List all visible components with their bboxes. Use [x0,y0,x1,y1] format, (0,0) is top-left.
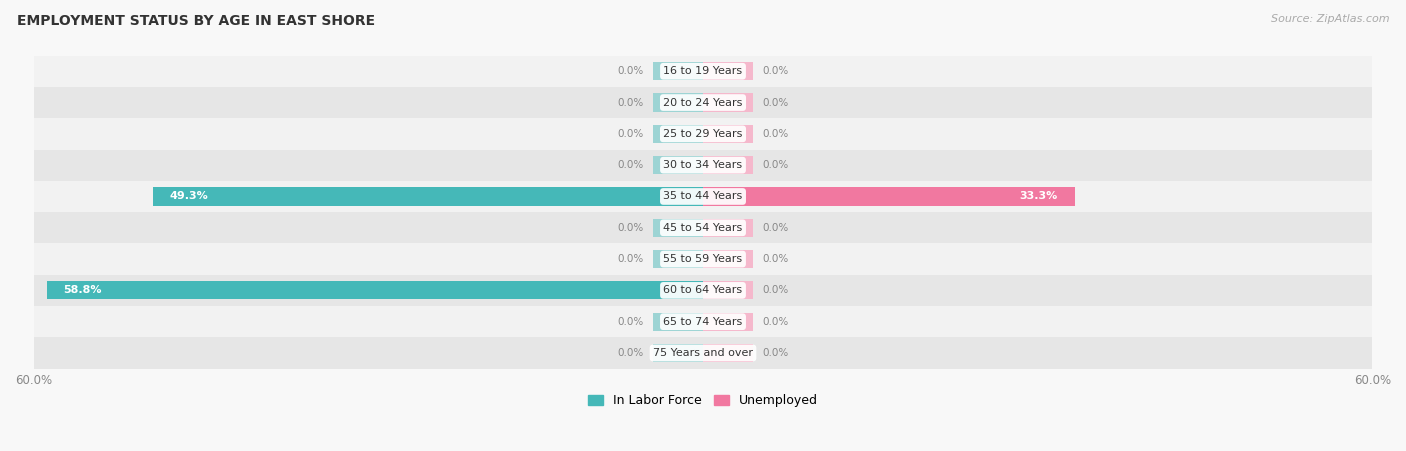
Bar [34,244,1372,275]
Text: 0.0%: 0.0% [617,254,644,264]
Text: 75 Years and over: 75 Years and over [652,348,754,358]
Bar [703,281,754,299]
Text: 0.0%: 0.0% [762,254,789,264]
Bar [153,187,703,206]
Text: EMPLOYMENT STATUS BY AGE IN EAST SHORE: EMPLOYMENT STATUS BY AGE IN EAST SHORE [17,14,375,28]
Text: 0.0%: 0.0% [762,348,789,358]
Text: 0.0%: 0.0% [762,160,789,170]
Bar [34,87,1372,118]
Bar [652,125,703,143]
Bar [703,219,754,237]
Bar [34,337,1372,368]
Text: 60 to 64 Years: 60 to 64 Years [664,285,742,295]
Text: 0.0%: 0.0% [762,129,789,139]
Text: 0.0%: 0.0% [762,66,789,76]
Bar [652,93,703,112]
Text: 0.0%: 0.0% [617,348,644,358]
Text: 0.0%: 0.0% [762,317,789,327]
Bar [703,62,754,80]
Bar [34,118,1372,150]
Text: 30 to 34 Years: 30 to 34 Years [664,160,742,170]
Text: 65 to 74 Years: 65 to 74 Years [664,317,742,327]
Bar [34,181,1372,212]
Text: 45 to 54 Years: 45 to 54 Years [664,223,742,233]
Text: 0.0%: 0.0% [762,97,789,107]
Bar [652,250,703,268]
Text: 0.0%: 0.0% [617,223,644,233]
Text: 0.0%: 0.0% [762,223,789,233]
Text: Source: ZipAtlas.com: Source: ZipAtlas.com [1271,14,1389,23]
Bar [652,156,703,174]
Bar [652,344,703,362]
Text: 0.0%: 0.0% [762,285,789,295]
Text: 33.3%: 33.3% [1019,192,1057,202]
Text: 58.8%: 58.8% [63,285,103,295]
Bar [703,313,754,331]
Text: 0.0%: 0.0% [617,66,644,76]
Text: 0.0%: 0.0% [617,160,644,170]
Bar [46,281,703,299]
Text: 55 to 59 Years: 55 to 59 Years [664,254,742,264]
Text: 0.0%: 0.0% [617,317,644,327]
Bar [703,125,754,143]
Text: 49.3%: 49.3% [170,192,208,202]
Text: 35 to 44 Years: 35 to 44 Years [664,192,742,202]
Bar [703,93,754,112]
Bar [703,344,754,362]
Text: 0.0%: 0.0% [617,97,644,107]
Bar [652,219,703,237]
Bar [652,62,703,80]
Bar [703,250,754,268]
Text: 25 to 29 Years: 25 to 29 Years [664,129,742,139]
Bar [703,187,1074,206]
Bar [34,55,1372,87]
Bar [34,212,1372,244]
Bar [34,150,1372,181]
Text: 16 to 19 Years: 16 to 19 Years [664,66,742,76]
Bar [703,156,754,174]
Legend: In Labor Force, Unemployed: In Labor Force, Unemployed [583,390,823,413]
Bar [34,275,1372,306]
Bar [652,313,703,331]
Bar [34,306,1372,337]
Text: 20 to 24 Years: 20 to 24 Years [664,97,742,107]
Text: 0.0%: 0.0% [617,129,644,139]
